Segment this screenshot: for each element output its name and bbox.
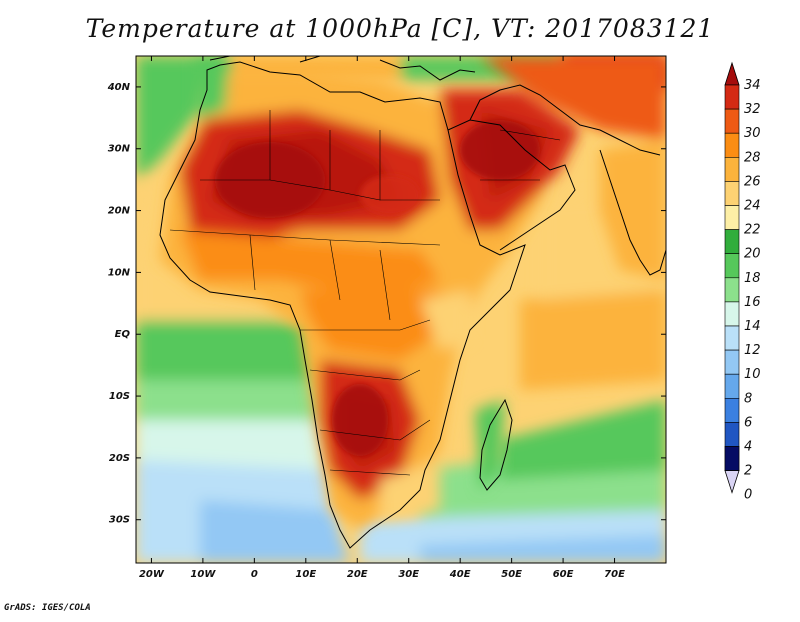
- colorbar-swatch: [724, 205, 740, 230]
- colorbar-label: 24: [744, 199, 761, 214]
- colorbar-swatch: [724, 277, 740, 303]
- lon-tick-label: 60E: [553, 569, 574, 580]
- borders: [169, 110, 561, 476]
- colorbar-label: 34: [744, 78, 761, 93]
- lat-ticks: 40N 30N 20N 10N EQ 10S 20S 30S: [107, 82, 666, 526]
- lon-tick-label: 70E: [604, 569, 625, 580]
- colorbar-label: 18: [744, 271, 761, 286]
- colorbar-bottom-arrow: [724, 470, 740, 494]
- colorbar-top-arrow: [724, 61, 740, 86]
- lon-tick-label: 20E: [347, 569, 368, 580]
- temperature-field: [136, 56, 666, 563]
- chart-title: Temperature at 1000hPa [C], VT: 20170831…: [85, 14, 715, 43]
- credit-text: GrADS: IGES/COLA: [4, 603, 91, 613]
- lat-tick-label: 10S: [109, 391, 130, 402]
- colorbar-label: 10: [744, 367, 761, 382]
- colorbar-label: 0: [744, 488, 752, 503]
- coastlines: [159, 56, 666, 549]
- colorbar-label: 30: [744, 126, 761, 141]
- colorbar-swatch: [724, 422, 740, 447]
- colorbar-swatch: [724, 301, 740, 327]
- lon-tick-label: 40E: [449, 569, 471, 580]
- colorbar-label: 22: [744, 223, 761, 238]
- lat-tick-label: 20S: [109, 453, 130, 464]
- colorbar-label: 14: [744, 319, 761, 334]
- lon-tick-label: 0: [251, 569, 258, 580]
- colorbar-label: 4: [744, 440, 752, 455]
- colorbar-label: 2: [744, 464, 752, 479]
- colorbar-swatch: [724, 325, 740, 351]
- lat-tick-label: 20N: [108, 206, 131, 217]
- colorbar-label: 32: [744, 102, 761, 117]
- lat-tick-label: 10N: [108, 267, 131, 278]
- lon-tick-label: 30E: [398, 569, 419, 580]
- colorbar-swatch: [724, 373, 740, 399]
- colorbar-swatch: [724, 253, 740, 279]
- colorbar-swatch: [724, 132, 740, 158]
- lon-tick-label: 10E: [295, 569, 316, 580]
- lon-tick-label: 10W: [190, 569, 216, 580]
- colorbar-swatch: [724, 181, 740, 206]
- colorbar-swatch: [724, 157, 740, 182]
- map-frame: [135, 55, 667, 564]
- colorbar-swatch: [724, 108, 740, 134]
- colorbar-swatch: [724, 397, 740, 423]
- colorbar-label: 26: [744, 174, 761, 189]
- colorbar-label: 16: [744, 295, 761, 310]
- lon-tick-label: 20W: [139, 569, 165, 580]
- colorbar-swatch: [724, 349, 740, 375]
- colorbar-label: 12: [744, 343, 761, 358]
- lat-tick-label: 40N: [107, 82, 131, 93]
- colorbar-label: 6: [744, 415, 752, 430]
- colorbar-swatch: [724, 84, 740, 110]
- lat-tick-label: EQ: [115, 329, 131, 340]
- lon-tick-label: 50E: [501, 569, 522, 580]
- colorbar-label: 28: [744, 150, 761, 165]
- colorbar-swatch: [724, 229, 740, 255]
- lat-tick-label: 30N: [108, 144, 131, 155]
- colorbar-swatch: [724, 446, 740, 471]
- lon-ticks: 20W 10W 0 10E 20E 30E 40E 50E 60E 70E: [139, 56, 625, 580]
- lat-tick-label: 30S: [109, 515, 130, 526]
- colorbar-label: 8: [744, 391, 752, 406]
- colorbar-label: 20: [744, 247, 761, 262]
